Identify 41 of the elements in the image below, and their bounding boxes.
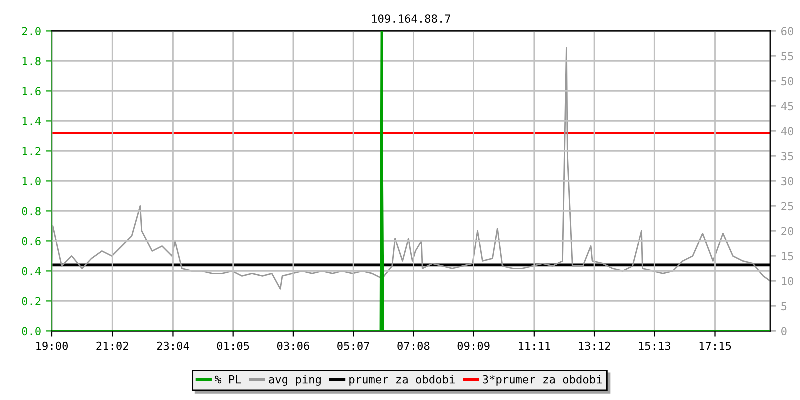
y2-tick-label: 55 [782, 52, 794, 61]
y-tick-label: 0.6 [22, 237, 41, 246]
legend-label: 3*prumer za obdobi [483, 375, 602, 386]
legend-label: prumer za obdobi [350, 375, 455, 386]
y2-tick-label: 5 [782, 302, 787, 311]
y2-tick-label: 50 [782, 77, 794, 86]
y-tick-label: 0.2 [22, 297, 41, 306]
y2-tick-label: 35 [782, 152, 794, 161]
y-tick-label: 1.6 [22, 87, 41, 96]
x-tick-label: 21:02 [96, 342, 128, 350]
y2-tick-label: 60 [782, 27, 794, 36]
legend-label: % PL [215, 376, 242, 384]
y2-tick-label: 40 [781, 127, 794, 136]
y2-tick-label: 45 [781, 102, 794, 111]
y2-tick-label: 30 [782, 177, 794, 186]
y-tick-label: 2.0 [22, 27, 41, 36]
y-tick-label: 0.8 [22, 207, 41, 216]
legend-label: avg ping [269, 375, 321, 386]
y-tick-label: 1.0 [22, 177, 41, 186]
x-tick-label: 05:07 [338, 342, 370, 350]
chart-title: 109.164.88.7 [372, 14, 451, 24]
y2-tick-label: 0 [782, 327, 787, 336]
y-tick-label: 1.2 [22, 147, 41, 156]
x-tick-label: 13:12 [579, 342, 610, 350]
x-tick-label: 17:15 [700, 342, 732, 350]
y2-tick-label: 25 [782, 202, 794, 211]
x-tick-label: 15:13 [639, 342, 671, 350]
y-tick-label: 0.0 [22, 327, 41, 336]
x-tick-label: 07:08 [398, 342, 430, 350]
y-tick-label: 1.4 [22, 117, 42, 126]
x-tick-label: 03:06 [277, 342, 310, 350]
x-tick-label: 23:04 [157, 342, 190, 350]
x-tick-label: 01:05 [217, 342, 250, 350]
y2-tick-label: 20 [782, 227, 794, 236]
y-tick-label: 1.8 [22, 57, 41, 66]
x-tick-label: 09:09 [458, 342, 490, 350]
x-tick-label: 11:11 [519, 342, 550, 350]
x-tick-label: 19:00 [36, 342, 68, 350]
y-tick-label: 0.4 [22, 267, 42, 276]
y2-tick-label: 10 [782, 277, 794, 286]
y2-tick-label: 15 [782, 252, 794, 261]
